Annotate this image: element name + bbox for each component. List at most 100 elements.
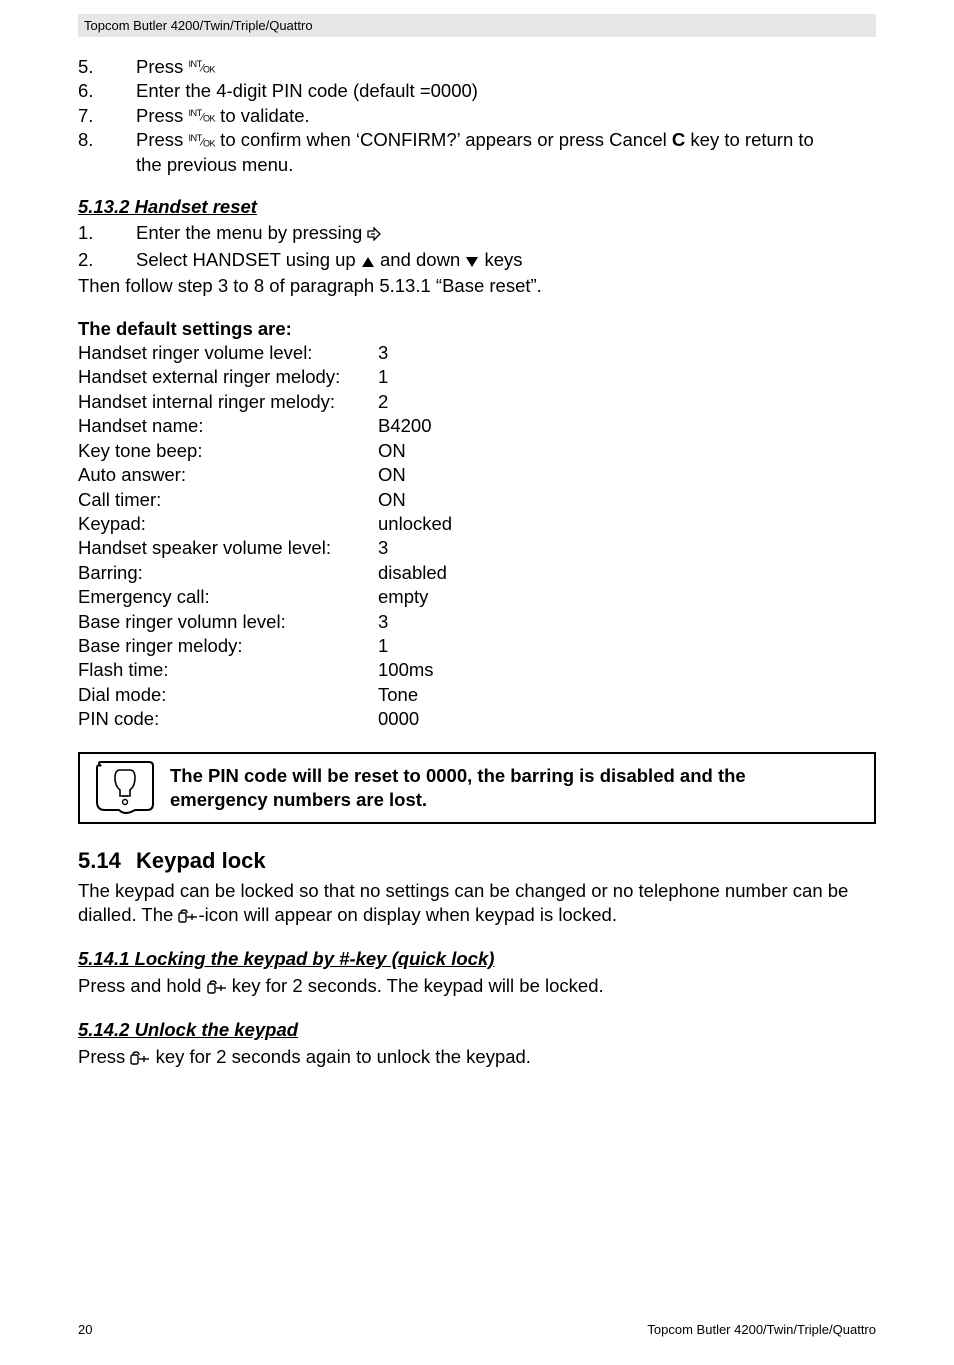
settings-label: Base ringer melody: [78,634,378,658]
text: Select HANDSET using up [136,249,361,270]
text: keys [479,249,522,270]
section-5-14-heading: 5.14Keypad lock [78,846,876,875]
settings-label: Base ringer volumn level: [78,610,378,634]
step-5: 5. Press INT⁄OK [78,55,876,79]
step-8: 8. Press INT⁄OK to confirm when ‘CONFIRM… [78,128,876,152]
settings-value: Tone [378,683,876,707]
step-text: Press INT⁄OK to confirm when ‘CONFIRM?’ … [136,128,876,152]
note-line2: emergency numbers are lost. [170,789,427,810]
note-lamp-icon [95,760,155,816]
text: Press and hold [78,975,207,996]
settings-value: ON [378,439,876,463]
settings-value: 3 [378,536,876,560]
section-5-14-2-line: Press key for 2 seconds again to unlock … [78,1045,876,1071]
step-number: 7. [78,104,136,128]
step-text: Select HANDSET using up and down keys [136,248,876,274]
settings-value: 1 [378,365,876,389]
header-product: Topcom Butler 4200/Twin/Triple/Quattro [84,18,313,33]
defaults-heading: The default settings are: [78,317,876,341]
follow-text: Then follow step 3 to 8 of paragraph 5.1… [78,274,876,298]
section-5-14-para: The keypad can be locked so that no sett… [78,879,876,930]
settings-value: 2 [378,390,876,414]
settings-label: Handset speaker volume level: [78,536,378,560]
settings-row: Auto answer:ON [78,463,876,487]
settings-value: 3 [378,341,876,365]
settings-row: Flash time:100ms [78,658,876,682]
settings-label: Handset name: [78,414,378,438]
text: Press [136,56,188,77]
settings-value: unlocked [378,512,876,536]
defaults-table: Handset ringer volume level:3Handset ext… [78,341,876,732]
body: 5. Press INT⁄OK 6. Enter the 4-digit PIN… [78,55,876,1071]
step-number: 1. [78,221,136,247]
settings-label: Handset internal ringer melody: [78,390,378,414]
settings-row: Handset name:B4200 [78,414,876,438]
text: Press [136,105,188,126]
settings-label: Keypad: [78,512,378,536]
step-8-cont: the previous menu. [78,153,876,177]
step-number: 8. [78,128,136,152]
step-text: Enter the menu by pressing [136,221,876,247]
settings-value: disabled [378,561,876,585]
note-line1: The PIN code will be reset to 0000, the … [170,765,746,786]
settings-row: PIN code:0000 [78,707,876,731]
settings-value: 0000 [378,707,876,731]
text: to confirm when ‘CONFIRM?’ appears or pr… [215,129,672,150]
down-arrow-icon [465,250,479,274]
note-text: The PIN code will be reset to 0000, the … [170,764,864,812]
note-icon-wrap [80,760,170,816]
settings-row: Dial mode:Tone [78,683,876,707]
lock-icon [178,905,198,929]
section-5-14-1-line: Press and hold key for 2 seconds. The ke… [78,974,876,1000]
settings-row: Handset speaker volume level:3 [78,536,876,560]
section-5-14-1-title: 5.14.1 Locking the keypad by #-key (quic… [78,947,876,971]
up-arrow-icon [361,250,375,274]
text: Press [78,1046,130,1067]
settings-row: Base ringer volumn level:3 [78,610,876,634]
settings-label: Dial mode: [78,683,378,707]
settings-label: Key tone beep: [78,439,378,463]
settings-row: Barring:disabled [78,561,876,585]
text: Press [136,129,188,150]
text: and down [375,249,466,270]
settings-label: Emergency call: [78,585,378,609]
step-7: 7. Press INT⁄OK to validate. [78,104,876,128]
section-5-13-2-title: 5.13.2 Handset reset [78,195,876,219]
lock-icon [130,1047,150,1071]
settings-label: Handset ringer volume level: [78,341,378,365]
step-1: 1. Enter the menu by pressing [78,221,876,247]
text: -icon will appear on display when keypad… [198,904,617,925]
section-title: Keypad lock [136,848,266,873]
settings-value: 100ms [378,658,876,682]
note-box: The PIN code will be reset to 0000, the … [78,752,876,824]
settings-row: Emergency call:empty [78,585,876,609]
step-number: 2. [78,248,136,274]
text: key for 2 seconds again to unlock the ke… [150,1046,531,1067]
settings-row: Key tone beep:ON [78,439,876,463]
page: Topcom Butler 4200/Twin/Triple/Quattro 5… [0,14,954,1365]
settings-label: Call timer: [78,488,378,512]
step-text: Press INT⁄OK to validate. [136,104,876,128]
lock-icon [207,976,227,1000]
settings-label: Auto answer: [78,463,378,487]
settings-row: Call timer:ON [78,488,876,512]
step-number: 6. [78,79,136,103]
settings-value: ON [378,488,876,512]
settings-value: ON [378,463,876,487]
settings-value: empty [378,585,876,609]
text: key to return to [685,129,814,150]
settings-label: PIN code: [78,707,378,731]
text: Enter the menu by pressing [136,222,367,243]
footer: 20 Topcom Butler 4200/Twin/Triple/Quattr… [78,1322,876,1337]
settings-row: Handset internal ringer melody:2 [78,390,876,414]
step-number: 5. [78,55,136,79]
step-text: Enter the 4-digit PIN code (default =000… [136,79,876,103]
settings-row: Handset external ringer melody:1 [78,365,876,389]
text: to validate. [215,105,310,126]
settings-label: Handset external ringer melody: [78,365,378,389]
cancel-key: C [672,129,685,150]
step-text: Press INT⁄OK [136,55,876,79]
footer-page-number: 20 [78,1322,92,1337]
settings-label: Flash time: [78,658,378,682]
settings-value: B4200 [378,414,876,438]
